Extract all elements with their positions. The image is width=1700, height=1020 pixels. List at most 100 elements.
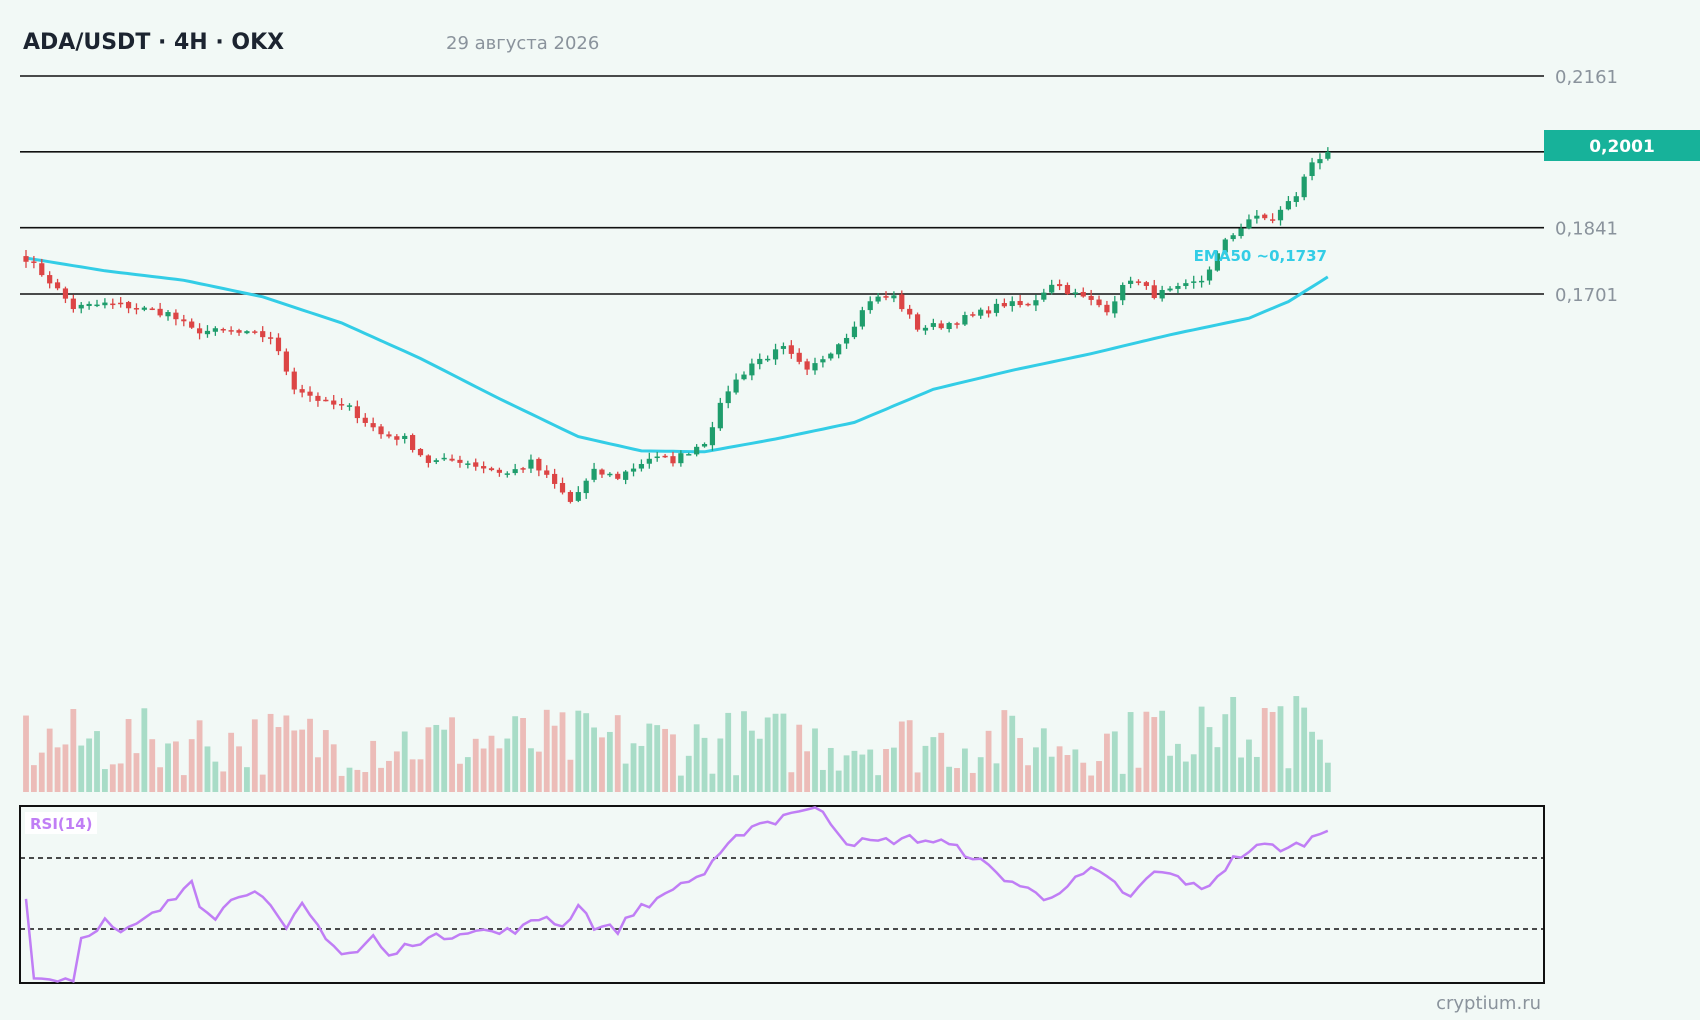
candle-body [749, 363, 755, 376]
volume-bar [1222, 714, 1229, 792]
volume-bar [315, 757, 321, 792]
volume-bar [725, 712, 732, 792]
volume-bar [338, 775, 345, 792]
volume-bar [906, 720, 913, 792]
candle-body [843, 337, 850, 344]
volume-bar [393, 751, 400, 792]
candle-body [102, 302, 108, 306]
volume-bar [307, 718, 313, 792]
volume-bar [165, 743, 171, 792]
candle-body [678, 453, 684, 464]
candle-body [196, 328, 203, 334]
volume-bar [1206, 727, 1213, 792]
candle-body [1025, 303, 1031, 306]
volume-bar [606, 731, 613, 792]
volume-bar [180, 775, 187, 792]
volume-bar [236, 746, 242, 792]
candle-body [1041, 292, 1047, 300]
candle-body [1009, 301, 1015, 307]
candle-body [39, 263, 45, 276]
candle-body [149, 308, 155, 311]
volume-bar [275, 727, 282, 792]
candle-body [804, 361, 810, 370]
volume-bar [378, 767, 384, 792]
candle-body [717, 402, 723, 429]
volume-bar [133, 753, 140, 792]
candle-body [70, 298, 76, 310]
candle-body [970, 314, 976, 316]
volume-bar [898, 721, 905, 792]
candle-body [520, 468, 526, 470]
candle-body [1128, 280, 1134, 284]
candle-body [1270, 219, 1276, 221]
volume-bar [891, 747, 897, 792]
candle-body [575, 492, 581, 501]
candle-body [283, 351, 289, 372]
candle-body [512, 469, 518, 474]
candle-body [607, 473, 613, 476]
candle-body [914, 314, 921, 330]
candle-body [78, 304, 84, 309]
candle-body [252, 331, 258, 333]
volume-bar [1175, 743, 1181, 792]
candle-body [962, 315, 968, 325]
candle-body [891, 295, 897, 299]
candle-body [836, 344, 842, 355]
candle-body [1120, 284, 1126, 301]
price-levels: 0,2161 0,1841 0,1701 [20, 67, 1618, 306]
candle-body [946, 322, 952, 329]
volume-bar [867, 749, 874, 792]
volume-bar [693, 724, 700, 792]
volume-bar [46, 728, 53, 792]
candle-body [859, 310, 865, 327]
candle-body [544, 470, 550, 475]
volume-bar [354, 769, 361, 792]
candle-body [694, 446, 700, 455]
volume-bar [962, 748, 968, 792]
volume-bar [244, 767, 250, 792]
candle-body [567, 491, 574, 502]
volume-bar [370, 740, 377, 792]
volume-bar [543, 709, 550, 792]
volume-bar [425, 727, 432, 792]
volume-bar [228, 732, 235, 792]
candle-body [473, 462, 479, 467]
volume-bar [748, 730, 755, 792]
volume-bar [977, 757, 984, 792]
volume-bar [1135, 767, 1142, 792]
candle-body [481, 466, 487, 469]
candle-body [1159, 289, 1165, 299]
volume-bar [654, 725, 661, 792]
chart-title: ADA/USDT · 4H · OKX [23, 30, 284, 55]
candle-body [228, 330, 234, 332]
rsi-label: RSI(14) [30, 815, 93, 833]
candle-body [993, 303, 1000, 313]
candle-body [1238, 228, 1244, 237]
candle-body [654, 456, 660, 459]
volume-bar [1001, 710, 1008, 792]
volume-bar [622, 763, 629, 792]
candle-body [496, 469, 502, 473]
volume-bar [1072, 749, 1079, 792]
candle-body [851, 326, 858, 338]
volume-bar [1088, 775, 1095, 792]
volume-bar [1119, 773, 1126, 792]
candle-body [741, 374, 747, 380]
candle-body [410, 435, 416, 450]
candle-body [1104, 304, 1110, 313]
candle-body [125, 302, 132, 309]
candle-body [867, 301, 873, 311]
volume-bar [109, 764, 116, 792]
volume-bar [1301, 707, 1308, 792]
candle-body [488, 468, 495, 471]
candle-body [425, 455, 431, 463]
volume-bar [1048, 756, 1055, 792]
candle-body [1325, 151, 1331, 159]
candle-body [1017, 300, 1023, 306]
volume-bar [630, 743, 637, 792]
volume-bar [1056, 746, 1063, 792]
candle-body [623, 471, 629, 480]
volume-bar [1151, 717, 1158, 792]
volume-bar [472, 738, 479, 792]
